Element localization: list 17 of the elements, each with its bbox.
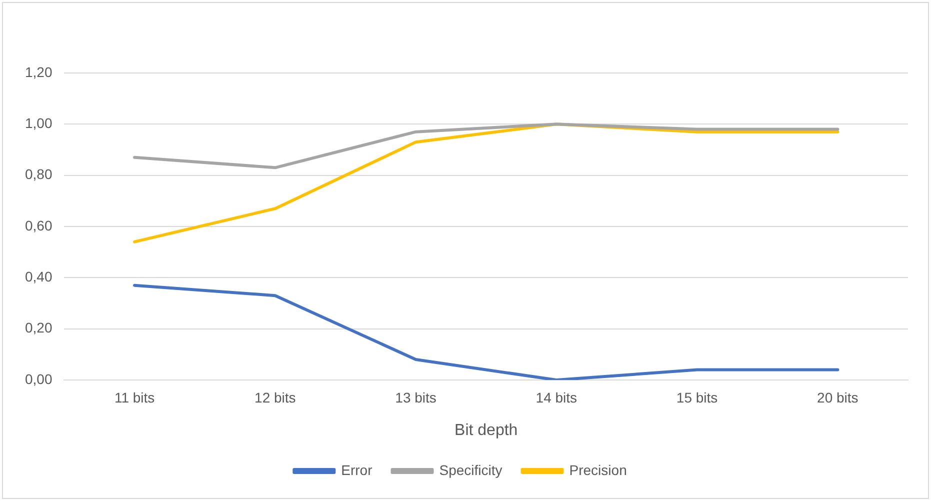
x-tick-label: 12 bits <box>254 389 296 406</box>
y-tick-label: 0,60 <box>25 217 52 234</box>
x-tick-label: 15 bits <box>676 389 718 406</box>
x-tick-label: 13 bits <box>395 389 436 406</box>
y-tick-label: 0,00 <box>25 370 52 387</box>
legend-label: Specificity <box>439 462 502 478</box>
x-axis-title: Bit depth <box>454 422 518 439</box>
y-tick-label: 0,20 <box>25 320 52 336</box>
y-tick-label: 1,20 <box>25 64 52 80</box>
y-tick-label: 0,40 <box>25 268 52 285</box>
x-tick-label: 11 bits <box>114 389 155 406</box>
legend-label: Precision <box>569 462 627 478</box>
x-tick-label: 20 bits <box>817 389 858 406</box>
y-tick-label: 1,00 <box>25 115 52 132</box>
legend-label: Error <box>341 462 373 478</box>
y-tick-label: 0,80 <box>25 166 52 182</box>
x-tick-label: 14 bits <box>536 389 578 406</box>
